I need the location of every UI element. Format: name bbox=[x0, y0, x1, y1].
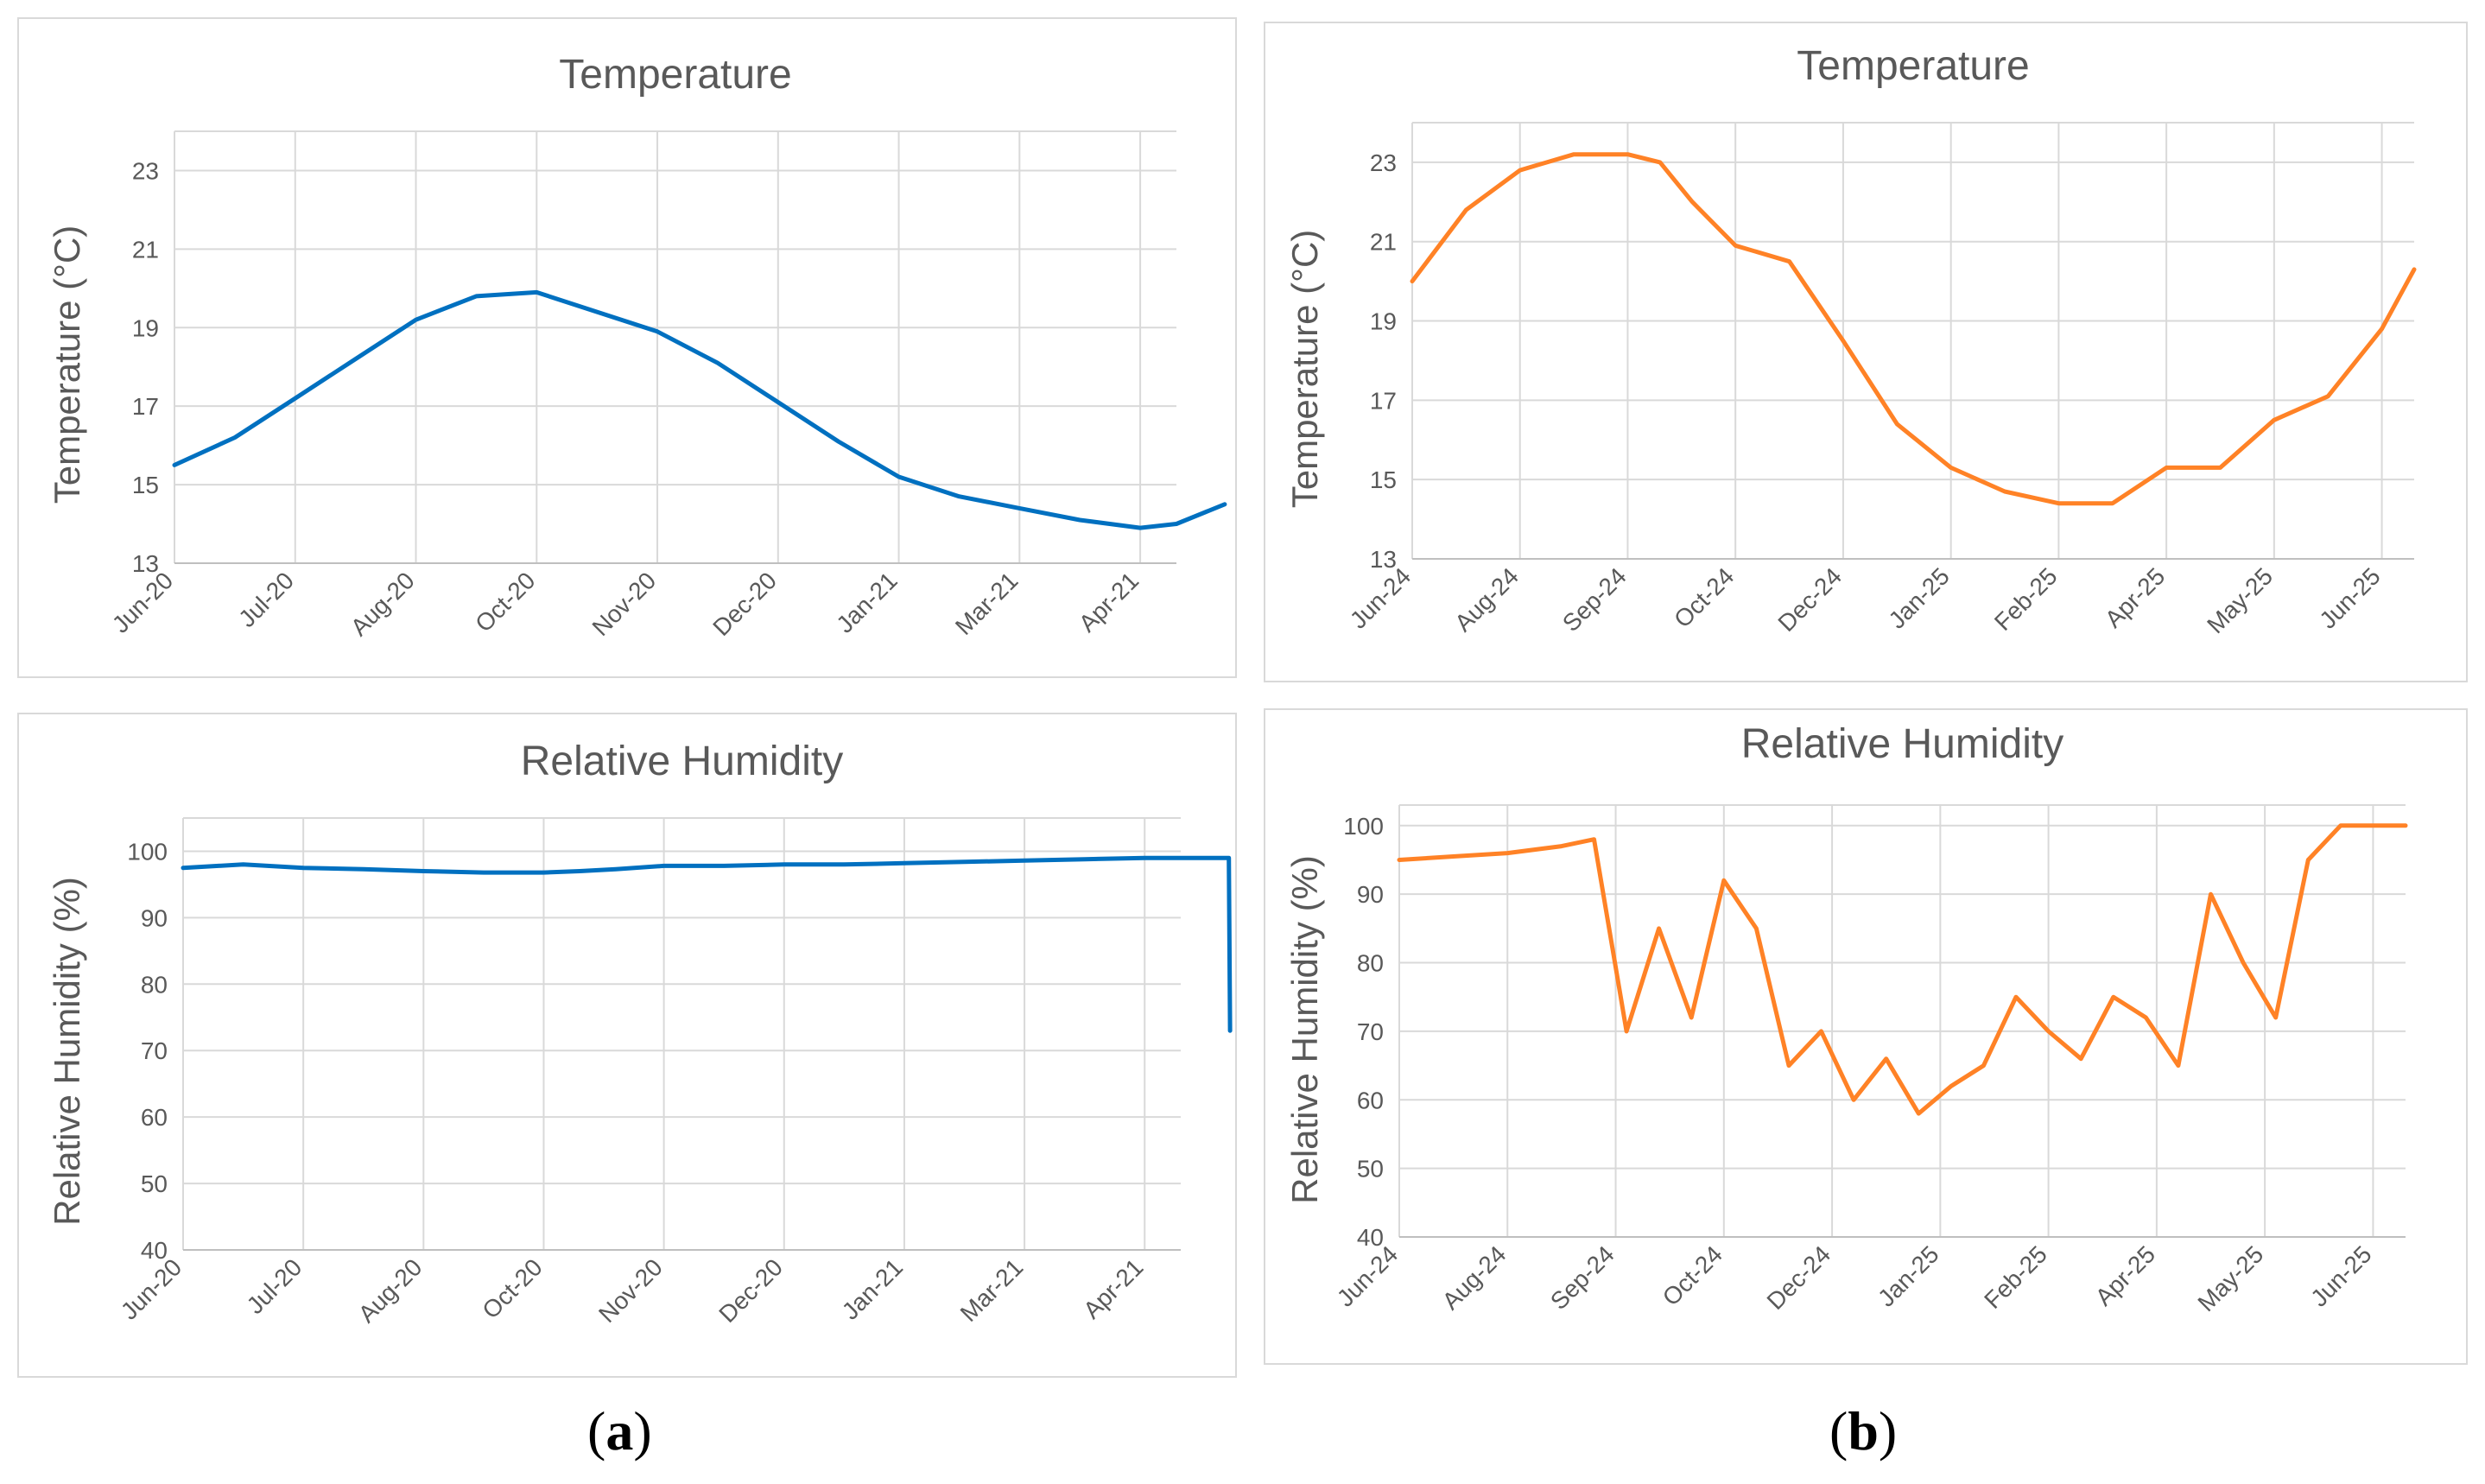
x-tick-label: Jun-25 bbox=[2305, 1240, 2376, 1311]
y-tick-label: 21 bbox=[132, 236, 159, 263]
chart-temperature-a: Temperature Temperature (°C) 13 15 17 19 21 23 J… bbox=[47, 52, 1227, 641]
x-tick-label: May-25 bbox=[2202, 562, 2278, 638]
x-tick-label: Oct-20 bbox=[470, 567, 540, 637]
y-tick-label: 15 bbox=[1370, 466, 1397, 493]
x-tick-label: Oct-24 bbox=[1658, 1240, 1727, 1310]
x-tick-label: Jan-21 bbox=[831, 567, 902, 637]
caption-b-open: ( bbox=[1829, 1400, 1848, 1462]
x-tick-label: Dec-20 bbox=[707, 567, 782, 641]
panel-humidity-b: Relative Humidity Relative Humidity (%) 40… bbox=[1264, 708, 2468, 1365]
x-tick-label: Feb-25 bbox=[1979, 1240, 2052, 1314]
y-tick-label: 90 bbox=[141, 904, 168, 931]
caption-a: (a) bbox=[587, 1399, 652, 1463]
y-tick-label: 17 bbox=[132, 393, 159, 420]
y-axis-label: Relative Humidity (%) bbox=[47, 877, 87, 1226]
panel-temperature-b: Temperature Temperature (°C) 13 15 17 19 21 23 J… bbox=[1264, 22, 2468, 682]
y-tick-label: 13 bbox=[1370, 546, 1397, 573]
series-line bbox=[1410, 152, 2417, 506]
y-tick-label: 19 bbox=[132, 314, 159, 341]
x-tick-label: Aug-24 bbox=[1449, 562, 1524, 637]
x-tick-label: Jun-20 bbox=[116, 1253, 187, 1324]
x-tick-label: Jun-24 bbox=[1345, 562, 1416, 633]
y-axis-label: Temperature (°C) bbox=[47, 225, 87, 504]
chart-humidity-b: Relative Humidity Relative Humidity (%) 40… bbox=[1284, 721, 2408, 1316]
chart-title: Relative Humidity bbox=[521, 739, 843, 784]
x-tick-label: Mar-21 bbox=[950, 567, 1024, 640]
x-tick-label: Dec-24 bbox=[1762, 1240, 1836, 1315]
y-tick-label: 50 bbox=[141, 1170, 168, 1197]
x-tick-label: Dec-20 bbox=[713, 1253, 788, 1328]
y-tick-label: 80 bbox=[1357, 950, 1384, 977]
x-tick-label: Apr-21 bbox=[1078, 1253, 1148, 1323]
caption-a-close: ) bbox=[633, 1400, 652, 1462]
x-tick-label: Oct-24 bbox=[1669, 562, 1739, 632]
x-tick-label: Sep-24 bbox=[1545, 1240, 1620, 1315]
x-tick-label: Jan-25 bbox=[1873, 1240, 1943, 1311]
series-line bbox=[181, 855, 1233, 1033]
x-tick-label: Jun-25 bbox=[2314, 562, 2385, 633]
y-tick-label: 13 bbox=[132, 550, 159, 577]
y-tick-label: 40 bbox=[141, 1237, 168, 1264]
x-tick-label: Jan-25 bbox=[1883, 562, 1954, 633]
y-tick-label: 100 bbox=[1343, 813, 1384, 840]
x-tick-label: Jun-24 bbox=[1332, 1240, 1403, 1311]
series-line bbox=[1397, 823, 2408, 1116]
x-tick-label: Jun-20 bbox=[107, 567, 178, 637]
panel-temperature-a: Temperature Temperature (°C) 13 15 17 19 21 23 J… bbox=[17, 17, 1237, 678]
y-tick-label: 23 bbox=[132, 157, 159, 184]
x-tick-label: Mar-21 bbox=[955, 1253, 1029, 1327]
x-tick-label: Jan-21 bbox=[837, 1253, 908, 1324]
x-tick-label: Nov-20 bbox=[587, 567, 662, 641]
y-tick-label: 60 bbox=[1357, 1087, 1384, 1113]
caption-a-letter: a bbox=[605, 1400, 634, 1462]
y-tick-label: 90 bbox=[1357, 881, 1384, 908]
chart-humidity-a: Relative Humidity Relative Humidity (%) 40… bbox=[47, 739, 1233, 1328]
x-tick-label: Dec-24 bbox=[1772, 562, 1847, 637]
x-tick-label: May-25 bbox=[2192, 1240, 2268, 1316]
x-tick-label: Aug-24 bbox=[1437, 1240, 1512, 1315]
y-tick-label: 100 bbox=[127, 838, 168, 865]
caption-b-close: ) bbox=[1878, 1400, 1898, 1462]
x-tick-label: Apr-21 bbox=[1074, 567, 1144, 637]
caption-a-open: ( bbox=[587, 1400, 606, 1462]
chart-title: Temperature bbox=[1797, 43, 2029, 89]
chart-temperature-b: Temperature Temperature (°C) 13 15 17 19 21 23 J… bbox=[1284, 43, 2417, 638]
x-tick-label: Aug-20 bbox=[345, 567, 420, 641]
series-line bbox=[172, 289, 1227, 530]
x-tick-label: Feb-25 bbox=[1989, 562, 2063, 636]
panel-humidity-a: Relative Humidity Relative Humidity (%) 40… bbox=[17, 713, 1237, 1378]
x-tick-label: Sep-24 bbox=[1557, 562, 1632, 637]
y-tick-label: 21 bbox=[1370, 229, 1397, 256]
y-tick-label: 19 bbox=[1370, 308, 1397, 335]
x-tick-label: Apr-25 bbox=[2100, 562, 2170, 632]
x-tick-label: Oct-20 bbox=[477, 1253, 547, 1323]
y-tick-label: 17 bbox=[1370, 387, 1397, 414]
y-tick-label: 23 bbox=[1370, 149, 1397, 176]
x-tick-label: Apr-25 bbox=[2090, 1240, 2160, 1310]
y-tick-label: 60 bbox=[141, 1104, 168, 1131]
caption-b: (b) bbox=[1829, 1399, 1897, 1463]
chart-title: Relative Humidity bbox=[1741, 721, 2063, 767]
y-tick-label: 50 bbox=[1357, 1156, 1384, 1183]
y-tick-label: 70 bbox=[141, 1037, 168, 1064]
x-tick-label: Nov-20 bbox=[593, 1253, 668, 1328]
x-tick-label: Jul-20 bbox=[233, 567, 299, 632]
y-axis-label: Relative Humidity (%) bbox=[1284, 855, 1325, 1204]
x-tick-label: Jul-20 bbox=[242, 1253, 307, 1319]
y-tick-label: 40 bbox=[1357, 1224, 1384, 1251]
y-tick-label: 70 bbox=[1357, 1018, 1384, 1045]
y-tick-label: 80 bbox=[141, 971, 168, 998]
caption-b-letter: b bbox=[1848, 1400, 1879, 1462]
x-tick-label: Aug-20 bbox=[353, 1253, 428, 1328]
chart-title: Temperature bbox=[559, 52, 791, 98]
y-axis-label: Temperature (°C) bbox=[1284, 230, 1325, 509]
y-tick-label: 15 bbox=[132, 472, 159, 498]
